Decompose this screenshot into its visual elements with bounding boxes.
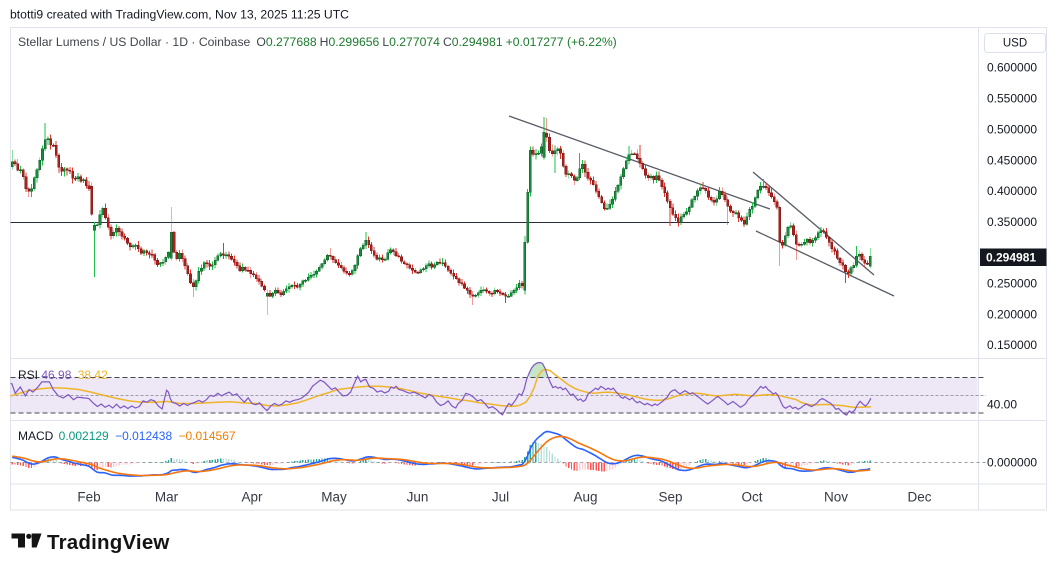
svg-text:Jul: Jul [492,490,509,505]
svg-text:Mar: Mar [155,490,179,505]
svg-text:TradingView: TradingView [47,531,170,554]
svg-text:0.600000: 0.600000 [987,61,1037,75]
svg-text:MACD 0.002129 −0.012438 −0.014: MACD 0.002129 −0.012438 −0.014567 [18,429,236,443]
svg-text:0.294981: 0.294981 [986,251,1036,265]
svg-text:0.550000: 0.550000 [987,92,1037,106]
svg-text:Jun: Jun [407,490,429,505]
svg-text:Nov: Nov [824,490,848,505]
svg-text:Oct: Oct [741,490,762,505]
svg-text:USD: USD [1003,38,1027,50]
svg-text:0.150000: 0.150000 [987,338,1037,352]
svg-text:0.500000: 0.500000 [987,123,1037,137]
svg-text:Aug: Aug [573,490,597,505]
svg-text:0.400000: 0.400000 [987,184,1037,198]
svg-text:0.200000: 0.200000 [987,307,1037,321]
svg-text:Sep: Sep [658,490,682,505]
svg-text:0.000000: 0.000000 [987,456,1037,470]
svg-text:RSI 46.98 38.42: RSI 46.98 38.42 [18,368,108,382]
svg-text:Apr: Apr [241,490,263,505]
svg-text:Dec: Dec [907,490,931,505]
svg-text:0.450000: 0.450000 [987,153,1037,167]
svg-text:0.250000: 0.250000 [987,277,1037,291]
svg-text:40.00: 40.00 [987,398,1017,412]
svg-text:May: May [321,490,347,505]
svg-text:Feb: Feb [77,490,100,505]
svg-text:btotti9 created with TradingVi: btotti9 created with TradingView.com, No… [10,8,349,22]
svg-text:0.350000: 0.350000 [987,215,1037,229]
